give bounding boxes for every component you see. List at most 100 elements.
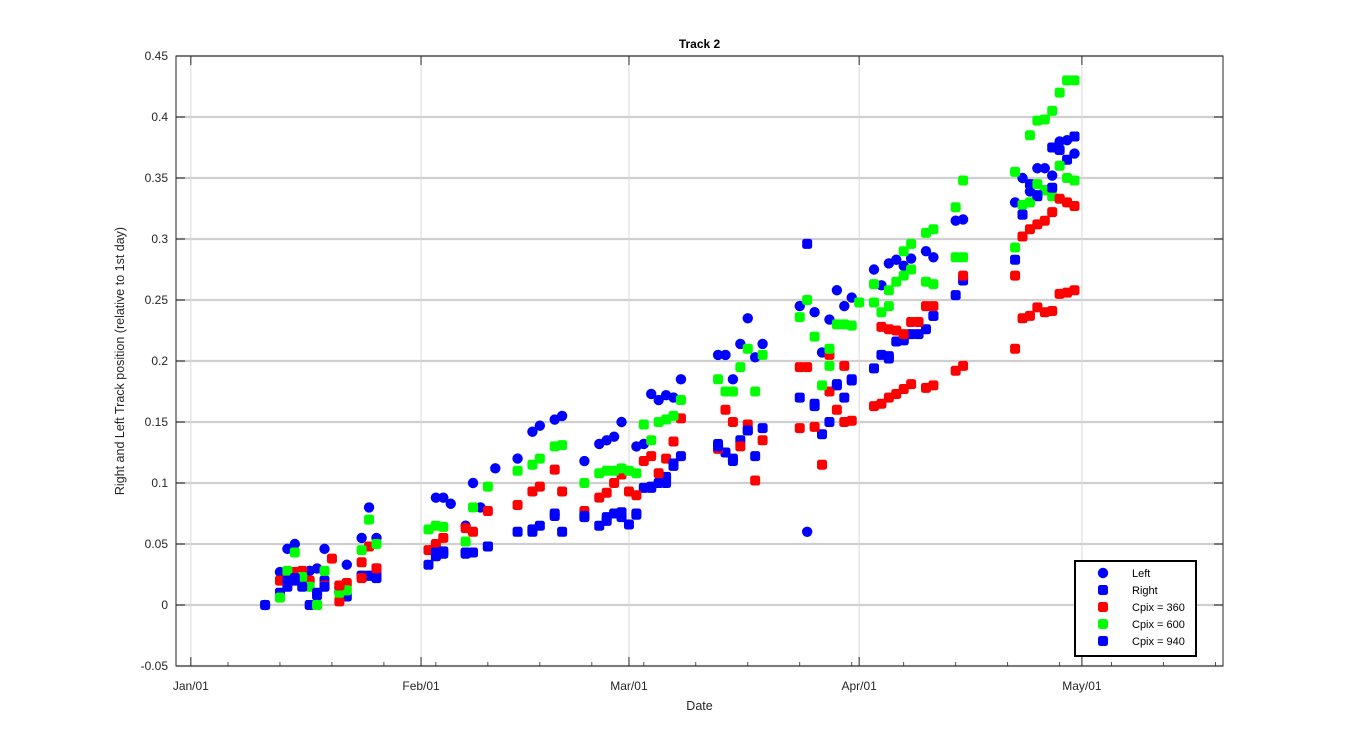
legend-entry: Right (1098, 585, 1158, 597)
data-point (512, 526, 523, 537)
data-point (928, 301, 939, 312)
data-point (631, 468, 642, 479)
y-tick-label: 0.2 (151, 354, 168, 368)
data-point (735, 362, 746, 373)
data-point (312, 600, 323, 610)
data-point (950, 202, 961, 213)
data-point (713, 441, 724, 452)
x-tick-label: Apr/01 (841, 679, 877, 693)
data-point (445, 498, 456, 509)
data-point (824, 360, 835, 371)
data-point (653, 394, 664, 406)
data-point (609, 478, 620, 488)
data-point (646, 451, 657, 462)
data-point (712, 349, 724, 361)
data-point (482, 506, 493, 517)
data-point (1010, 254, 1021, 265)
data-point (356, 573, 367, 584)
data-point (720, 349, 731, 361)
data-point (883, 301, 894, 312)
y-tick-label: 0.45 (145, 49, 169, 63)
data-point (854, 297, 865, 308)
data-point (831, 379, 842, 390)
data-point (817, 380, 828, 391)
data-point (601, 512, 612, 523)
data-point (750, 475, 761, 486)
data-point (1069, 285, 1080, 296)
legend: Left Right Cpix = 360 Cpix = 600 Cpix = 940 (1074, 560, 1197, 657)
x-tick-label: Jan/01 (173, 679, 209, 693)
data-point (675, 395, 686, 406)
data-point (928, 380, 939, 391)
x-tick-label: Feb/01 (402, 679, 440, 693)
data-point (831, 285, 843, 296)
data-point (950, 290, 961, 301)
data-point (668, 458, 679, 469)
data-point (809, 307, 820, 318)
data-point (363, 502, 375, 513)
data-point (438, 546, 449, 557)
data-point (817, 429, 828, 440)
data-point (638, 419, 649, 430)
data-point (534, 481, 545, 492)
data-point (906, 379, 917, 390)
y-tick-label: -0.05 (141, 659, 169, 673)
legend-label: Cpix = 940 (1132, 636, 1185, 648)
legend-label: Cpix = 600 (1132, 619, 1185, 631)
data-point (750, 451, 761, 462)
data-point (1032, 163, 1043, 174)
data-point (876, 398, 887, 409)
data-point (512, 453, 523, 464)
legend-box (1074, 560, 1197, 657)
data-point (1047, 105, 1058, 116)
y-tick-label: 0.15 (145, 415, 169, 429)
data-point (846, 374, 857, 385)
data-point (1047, 170, 1058, 181)
legend-label: Cpix = 360 (1132, 602, 1185, 614)
data-point (883, 285, 894, 296)
data-point (482, 541, 493, 552)
data-point (653, 468, 664, 479)
data-point (579, 510, 590, 521)
data-point (1047, 305, 1058, 316)
data-point (891, 276, 902, 287)
data-point (512, 499, 523, 510)
data-point (1024, 310, 1035, 321)
legend-marker (1098, 585, 1108, 595)
data-point (468, 526, 479, 537)
data-point (631, 509, 642, 520)
data-point (958, 360, 969, 371)
x-axis-label: Date (686, 699, 712, 713)
data-point (527, 426, 538, 437)
data-point (556, 410, 568, 422)
axis-ticks: -0.05 0 0.05 0.1 0.15 0.2 0.25 0.3 0.35 0.4 0.45 Ja… (141, 49, 1223, 693)
data-point (824, 386, 835, 397)
data-point (356, 532, 367, 544)
data-point (1017, 231, 1028, 242)
data-point (646, 481, 657, 492)
data-point (750, 386, 761, 397)
data-point (846, 415, 857, 426)
legend-label: Right (1132, 585, 1158, 597)
data-point (898, 329, 909, 340)
data-point (549, 510, 560, 521)
series-cpix-600-upper (824, 75, 1080, 354)
data-point (869, 279, 879, 290)
data-point (326, 553, 337, 564)
data-point (1069, 75, 1080, 86)
data-point (1069, 201, 1080, 212)
data-point (319, 543, 330, 555)
data-point (490, 463, 501, 474)
data-point (727, 417, 738, 427)
data-point (1039, 163, 1050, 174)
data-point (438, 532, 449, 543)
data-point (1017, 209, 1028, 220)
data-point (809, 421, 820, 432)
data-point (1010, 270, 1021, 281)
series-cpix-360 (274, 285, 1080, 610)
data-point (364, 514, 375, 525)
data-point (928, 252, 939, 263)
data-point (1010, 343, 1021, 354)
data-point (824, 417, 835, 427)
data-point (557, 440, 568, 451)
